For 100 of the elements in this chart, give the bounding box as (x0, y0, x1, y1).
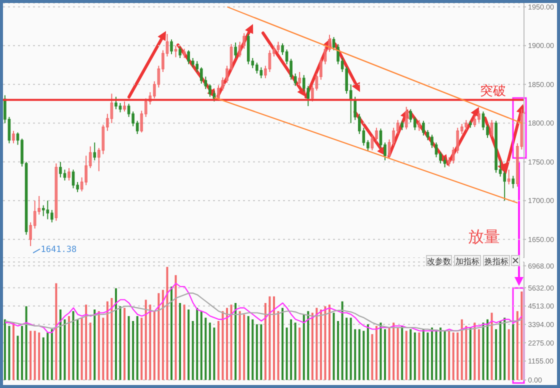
bar (380, 322, 382, 380)
bar (298, 328, 301, 380)
candlestick (42, 204, 45, 217)
bar (46, 332, 49, 380)
bar (307, 311, 310, 380)
bar (388, 328, 390, 380)
candlestick (38, 195, 41, 216)
bar (316, 308, 318, 380)
candlestick (320, 58, 322, 80)
candlestick (370, 135, 374, 151)
candlestick (242, 32, 246, 50)
bar (324, 306, 326, 380)
candlestick (460, 123, 464, 134)
candlestick (272, 46, 276, 57)
bar (42, 337, 44, 380)
bar (460, 319, 463, 380)
candlestick (200, 66, 203, 84)
candlestick (114, 96, 118, 110)
candlestick (478, 110, 480, 123)
bar (98, 311, 100, 380)
bar (140, 318, 143, 380)
candlestick (328, 34, 331, 52)
bar (418, 332, 420, 380)
bar (512, 324, 514, 380)
bar (230, 304, 232, 380)
bar (516, 311, 518, 380)
bar (401, 326, 404, 380)
candlestick (221, 76, 224, 92)
bar (234, 302, 237, 380)
bar (188, 310, 190, 380)
annotation: 放量 (468, 227, 500, 246)
candlestick (392, 127, 395, 146)
bar (89, 322, 92, 380)
bar (213, 328, 216, 380)
candlestick (230, 44, 233, 71)
bar (277, 311, 280, 380)
bar (200, 311, 202, 380)
candlestick (396, 120, 400, 134)
candlestick (33, 200, 36, 230)
bar (302, 314, 305, 380)
bar (430, 328, 433, 380)
candlestick (226, 65, 228, 84)
bar (204, 318, 207, 380)
candlestick (324, 46, 327, 65)
bar (440, 328, 442, 380)
bar (208, 322, 211, 380)
candlestick (84, 155, 88, 186)
candlestick (507, 169, 510, 185)
bar (358, 329, 360, 380)
candlestick (298, 71, 302, 86)
candlestick (418, 120, 421, 132)
annotation: 改参数 (426, 255, 452, 266)
annotation: 换指标 (483, 255, 510, 266)
bar (405, 330, 408, 380)
bar (332, 312, 335, 380)
candlestick (166, 34, 169, 57)
candlestick (217, 84, 220, 102)
bar (94, 310, 96, 380)
bar (16, 336, 19, 380)
bar (25, 306, 28, 380)
bar (119, 306, 122, 380)
bar (252, 319, 254, 380)
candlestick (140, 110, 143, 133)
bar (448, 330, 450, 380)
bar (482, 322, 484, 380)
candlestick (443, 156, 446, 168)
bar (465, 326, 468, 380)
bar (354, 329, 356, 380)
bar (504, 318, 506, 380)
bar (144, 300, 147, 380)
bar (337, 321, 340, 380)
candlestick (68, 168, 70, 181)
bar (4, 319, 6, 380)
candlestick (118, 102, 122, 113)
bar (55, 283, 58, 380)
candlestick (102, 124, 105, 155)
candlestick (157, 65, 160, 88)
candlestick (311, 84, 314, 102)
bar (414, 332, 416, 380)
candlestick (59, 161, 62, 178)
candlestick (106, 113, 109, 132)
bar (341, 301, 344, 380)
bar (166, 266, 168, 380)
bar (396, 328, 399, 380)
bar (384, 329, 386, 380)
bar (290, 319, 292, 380)
bar (110, 298, 113, 380)
candlestick (422, 120, 425, 136)
bar (422, 329, 424, 380)
candlestick (473, 116, 476, 128)
bar (486, 319, 489, 380)
bar (499, 321, 502, 380)
bar (136, 316, 138, 380)
bar (260, 324, 262, 380)
bar (469, 328, 472, 380)
bar (21, 326, 24, 380)
bar (149, 304, 152, 380)
candlestick (110, 93, 114, 124)
bar (410, 329, 412, 380)
bar (76, 319, 79, 380)
